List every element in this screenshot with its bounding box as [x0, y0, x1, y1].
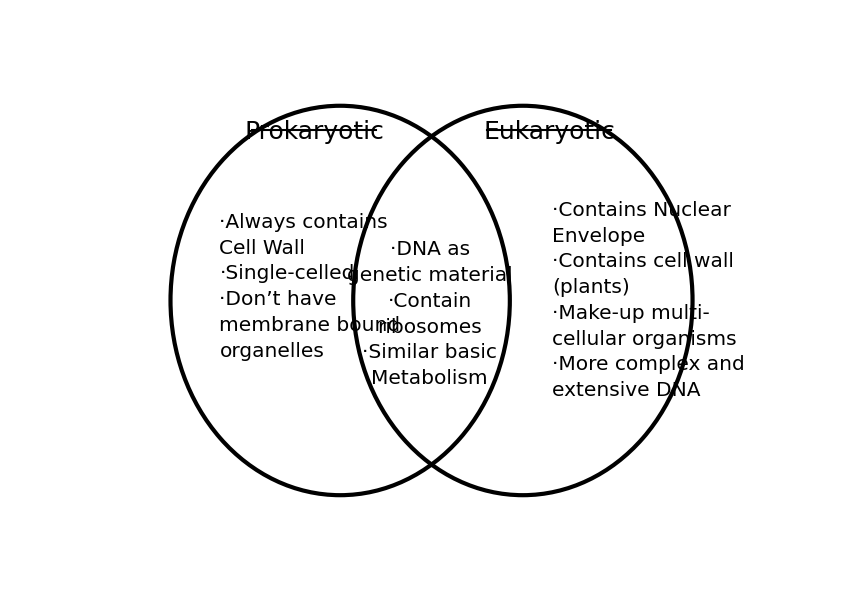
- Text: Prokaryotic: Prokaryotic: [244, 120, 384, 143]
- Text: ·DNA as
genetic material
·Contain
ribosomes
·Similar basic
Metabolism: ·DNA as genetic material ·Contain riboso…: [347, 240, 513, 388]
- Text: ·Always contains
Cell Wall
·Single-celled
·Don’t have
membrane bound
organelles: ·Always contains Cell Wall ·Single-celle…: [220, 213, 401, 361]
- Text: Eukaryotic: Eukaryotic: [483, 120, 615, 143]
- Text: ·Contains Nuclear
Envelope
·Contains cell wall
(plants)
·Make-up multi-
cellular: ·Contains Nuclear Envelope ·Contains cel…: [552, 201, 745, 400]
